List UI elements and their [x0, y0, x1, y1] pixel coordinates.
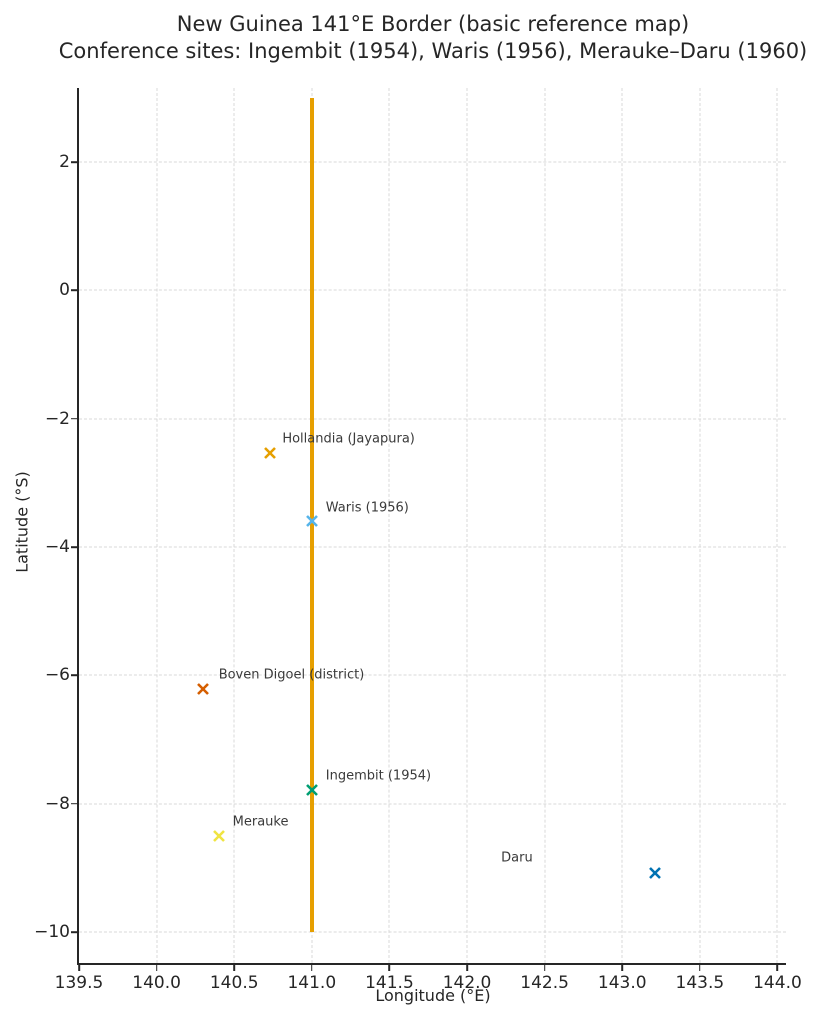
- x-tick-mark-144.0: [776, 964, 779, 971]
- y-gridline--8: [79, 803, 786, 805]
- y-tick-mark--8: [71, 803, 78, 805]
- y-gridline--6: [79, 674, 786, 676]
- x-tick-mark-143.0: [621, 964, 624, 971]
- point-label-hollandia-jayapura: Hollandia (Jayapura): [282, 431, 415, 447]
- y-gridline--4: [79, 546, 786, 548]
- point-label-ingembit-1954: Ingembit (1954): [325, 768, 432, 784]
- x-marker-icon: [305, 783, 318, 796]
- marker-waris-1956: [305, 515, 318, 528]
- chart-subtitle: Conference sites: Ingembit (1954), Waris…: [58, 39, 808, 64]
- y-tick-mark-0: [71, 289, 78, 292]
- y-tick-label--8: −8: [44, 793, 70, 814]
- x-tick-mark-141.0: [311, 964, 313, 971]
- chart-title-block: New Guinea 141°E Border (basic reference…: [59, 11, 807, 66]
- y-axis-label: Latitude (°S): [12, 471, 32, 573]
- x-gridline-143.0: [621, 88, 623, 963]
- x-gridline-140.0: [156, 88, 158, 963]
- x-tick-label-141.0: 141.0: [287, 973, 337, 993]
- x-marker-icon: [212, 829, 225, 842]
- x-marker-icon: [648, 866, 661, 879]
- x-gridline-142.5: [544, 88, 546, 963]
- chart-title: New Guinea 141°E Border (basic reference…: [176, 12, 690, 36]
- y-tick-label--10: −10: [34, 922, 70, 943]
- x-tick-label-142.0: 142.0: [442, 973, 492, 993]
- x-tick-label-144.0: 144.0: [753, 973, 802, 993]
- y-tick-label-0: 0: [59, 280, 70, 301]
- marker-merauke: [212, 829, 225, 842]
- x-tick-mark-140.5: [233, 964, 235, 971]
- plot-area: 139.5 140.0 140.5 141.0 141.5 142.0 142.5 143.0…: [34, 88, 802, 993]
- x-tick-label-139.5: 139.5: [54, 973, 104, 993]
- point-label-waris-1956: Waris (1956): [325, 500, 409, 516]
- x-gridline-141.5: [388, 88, 390, 963]
- y-tick-mark-2: [71, 161, 78, 163]
- y-axis-spine: [77, 88, 79, 965]
- x-gridline-143.5: [699, 88, 701, 963]
- y-gridline-0: [79, 289, 786, 291]
- y-tick-label-2: 2: [59, 152, 70, 172]
- point-label-daru: Daru: [501, 850, 533, 866]
- x-tick-label-142.5: 142.5: [520, 973, 569, 993]
- meridian-border-line: [309, 97, 314, 933]
- x-tick-mark-139.5: [78, 964, 80, 971]
- x-gridline-144.0: [776, 88, 778, 963]
- marker-hollandia-jayapura: [263, 446, 276, 459]
- y-tick-label--6: −6: [44, 665, 70, 686]
- x-marker-icon: [263, 446, 276, 459]
- y-gridline-2: [79, 161, 786, 163]
- x-tick-label-140.5: 140.5: [209, 973, 259, 993]
- x-marker-icon: [197, 683, 210, 695]
- x-tick-mark-142.0: [466, 964, 468, 971]
- y-tick-mark--6: [71, 674, 78, 677]
- x-tick-mark-140.0: [155, 964, 158, 971]
- x-tick-mark-142.5: [543, 964, 546, 971]
- y-gridline--10: [79, 931, 786, 933]
- point-label-boven-digoel-district: Boven Digoel (district): [218, 667, 365, 683]
- x-axis-label: Longitude (°E): [375, 986, 491, 1005]
- x-tick-label-140.0: 140.0: [132, 973, 181, 993]
- marker-boven-digoel-district: [197, 682, 210, 695]
- x-tick-mark-143.5: [699, 964, 701, 971]
- y-tick-mark--10: [71, 931, 78, 933]
- y-gridline--2: [79, 418, 786, 420]
- marker-ingembit-1954: [305, 783, 318, 796]
- x-tick-mark-141.5: [388, 964, 391, 971]
- y-tick-label--4: −4: [44, 537, 70, 558]
- y-tick-mark--2: [71, 417, 78, 420]
- x-tick-label-143.5: 143.5: [675, 973, 725, 993]
- y-tick-label--2: −2: [44, 408, 70, 429]
- point-label-merauke: Merauke: [232, 814, 289, 830]
- x-gridline-140.5: [233, 88, 235, 963]
- x-tick-label-143.0: 143.0: [597, 973, 647, 993]
- x-tick-label-141.5: 141.5: [365, 973, 414, 993]
- marker-daru: [648, 866, 661, 879]
- y-tick-mark--4: [71, 546, 78, 548]
- x-gridline-142.0: [466, 88, 468, 963]
- x-marker-icon: [305, 515, 318, 528]
- x-axis-spine: [77, 963, 786, 965]
